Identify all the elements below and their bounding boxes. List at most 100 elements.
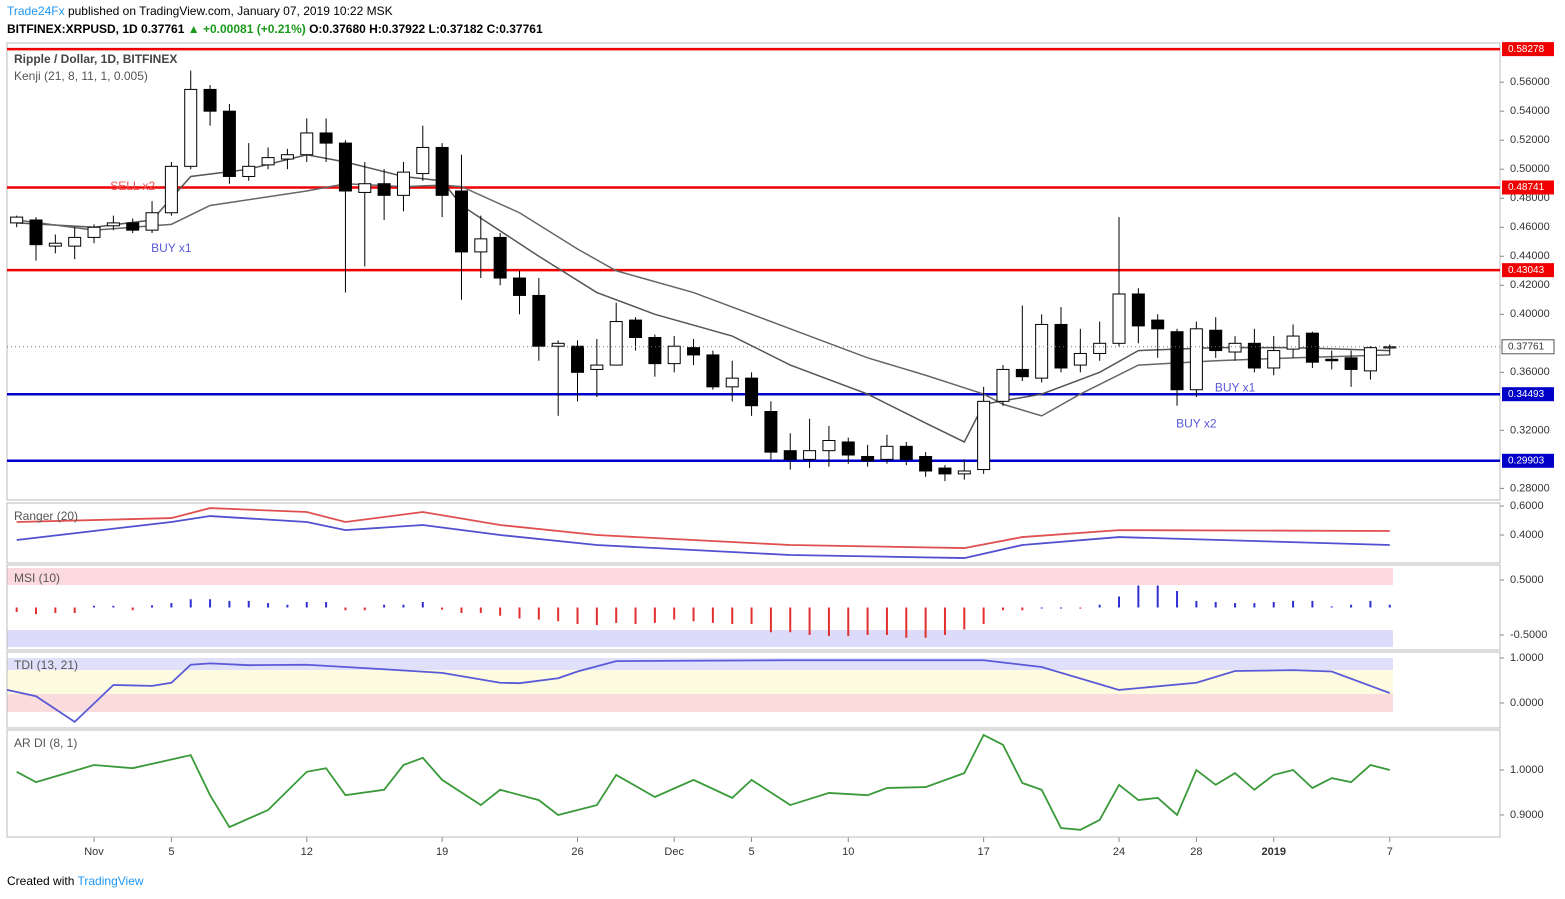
- msi-upper-band: [7, 568, 1393, 585]
- histogram-bar: [653, 607, 656, 623]
- candle-body: [1093, 342, 1107, 354]
- histogram-bar: [1195, 600, 1198, 608]
- y-tick-label: 0.5000: [1510, 574, 1544, 586]
- brand[interactable]: Trade24Fx: [7, 4, 65, 18]
- open: O:0.37680: [309, 22, 366, 36]
- histogram-bar: [1059, 607, 1062, 609]
- histogram-bar: [479, 607, 482, 613]
- histogram-bar: [54, 607, 57, 613]
- kenji-line: [16, 182, 1390, 417]
- histogram-bar: [1156, 585, 1159, 608]
- histogram-bar: [151, 605, 154, 608]
- candle-body: [242, 165, 256, 177]
- histogram-bar: [1040, 607, 1043, 609]
- candle-body: [957, 470, 971, 475]
- histogram-bar: [1001, 607, 1004, 611]
- x-tick-label: 12: [301, 846, 313, 858]
- y-tick-label: 0.6000: [1510, 500, 1544, 512]
- candle-body: [1151, 319, 1165, 330]
- histogram-bar: [15, 607, 18, 612]
- kenji-line: [16, 153, 1390, 443]
- histogram-bar: [305, 602, 308, 608]
- candle-body: [1325, 358, 1339, 362]
- histogram-bar: [286, 604, 289, 608]
- y-tick-label: 0.54000: [1510, 105, 1550, 117]
- candle-body: [435, 146, 449, 196]
- histogram-bar: [228, 600, 231, 608]
- candle-body: [358, 183, 372, 193]
- histogram-bar: [170, 603, 173, 608]
- candle-body: [184, 88, 198, 167]
- candle-body: [1015, 368, 1029, 378]
- candle-body: [48, 242, 62, 247]
- y-tick-label: 0.4000: [1510, 529, 1544, 541]
- header-line: Trade24Fx published on TradingView.com, …: [7, 4, 393, 18]
- signal-label: BUY x2: [1176, 417, 1217, 431]
- histogram-bar: [363, 607, 366, 611]
- candle-body: [416, 146, 430, 175]
- histogram-bar: [1176, 591, 1179, 608]
- level-label: 0.34493: [1508, 389, 1545, 400]
- histogram-bar: [673, 607, 676, 620]
- candle-body: [106, 222, 120, 227]
- histogram-bar: [557, 607, 560, 622]
- candle-body: [493, 236, 507, 279]
- candle-body: [764, 411, 778, 453]
- pane-frame: [6, 729, 1501, 838]
- histogram-bar: [1388, 604, 1391, 608]
- x-tick-label: 26: [571, 846, 583, 858]
- candle-body: [590, 364, 604, 370]
- x-tick-label: 10: [842, 846, 854, 858]
- histogram-bar: [808, 607, 811, 635]
- chart: Nov 5 12 19 26 Dec 5 10 17 24 28 2019 7 0.56000 0.5400…: [6, 42, 1555, 858]
- histogram-bar: [847, 607, 850, 637]
- histogram-bar: [576, 607, 579, 624]
- histogram-bar: [189, 599, 192, 608]
- candle-body: [1209, 329, 1223, 352]
- candle-body: [454, 190, 468, 253]
- candle-body: [300, 132, 314, 156]
- low: L:0.37182: [428, 22, 484, 36]
- histogram-bar: [1350, 604, 1353, 608]
- candle-body: [1363, 347, 1377, 372]
- histogram-bar: [1098, 604, 1101, 608]
- histogram-bar: [131, 607, 134, 611]
- level-tag: [1502, 263, 1554, 278]
- histogram-bar: [209, 599, 212, 608]
- candle-body: [203, 88, 217, 112]
- candle-body: [899, 445, 913, 460]
- candle-body: [164, 165, 178, 214]
- histogram-bar: [731, 607, 734, 624]
- y-tick-label: 0.9000: [1510, 809, 1544, 821]
- y-tick-label: 1.0000: [1510, 764, 1544, 776]
- level-tag: [1502, 180, 1554, 195]
- candle-body: [1054, 323, 1068, 369]
- last-price-label: 0.37761: [1508, 341, 1545, 352]
- tv-brand[interactable]: TradingView: [77, 874, 144, 888]
- candle-body: [919, 455, 933, 472]
- level-tag: [1502, 42, 1554, 57]
- histogram-bar: [1079, 607, 1082, 609]
- candle-body: [10, 216, 24, 224]
- candle-body: [474, 238, 488, 253]
- candle-body: [1267, 350, 1281, 369]
- candle-body: [571, 345, 585, 373]
- published: published on TradingView.com, January 07…: [67, 4, 393, 18]
- footer: Created with TradingView: [7, 874, 144, 888]
- histogram-bar: [1272, 602, 1275, 608]
- symbol-line: BITFINEX:XRPUSD, 1D 0.37761 ▲ +0.00081 (…: [7, 22, 543, 36]
- histogram-bar: [692, 607, 695, 622]
- indicator-line: [16, 733, 1390, 831]
- histogram-bar: [615, 607, 618, 623]
- candle-body: [377, 183, 391, 196]
- pane-title: MSI (10): [14, 571, 60, 585]
- x-tick-label: 19: [436, 846, 448, 858]
- candle-body: [126, 222, 140, 231]
- candle-body: [783, 450, 797, 460]
- y-tick-label: 0.52000: [1510, 134, 1550, 146]
- histogram-bar: [866, 607, 869, 635]
- candle-body: [1131, 293, 1145, 327]
- histogram-bar: [383, 604, 386, 608]
- level-label: 0.29903: [1508, 455, 1545, 466]
- pane-frame: [6, 42, 1501, 501]
